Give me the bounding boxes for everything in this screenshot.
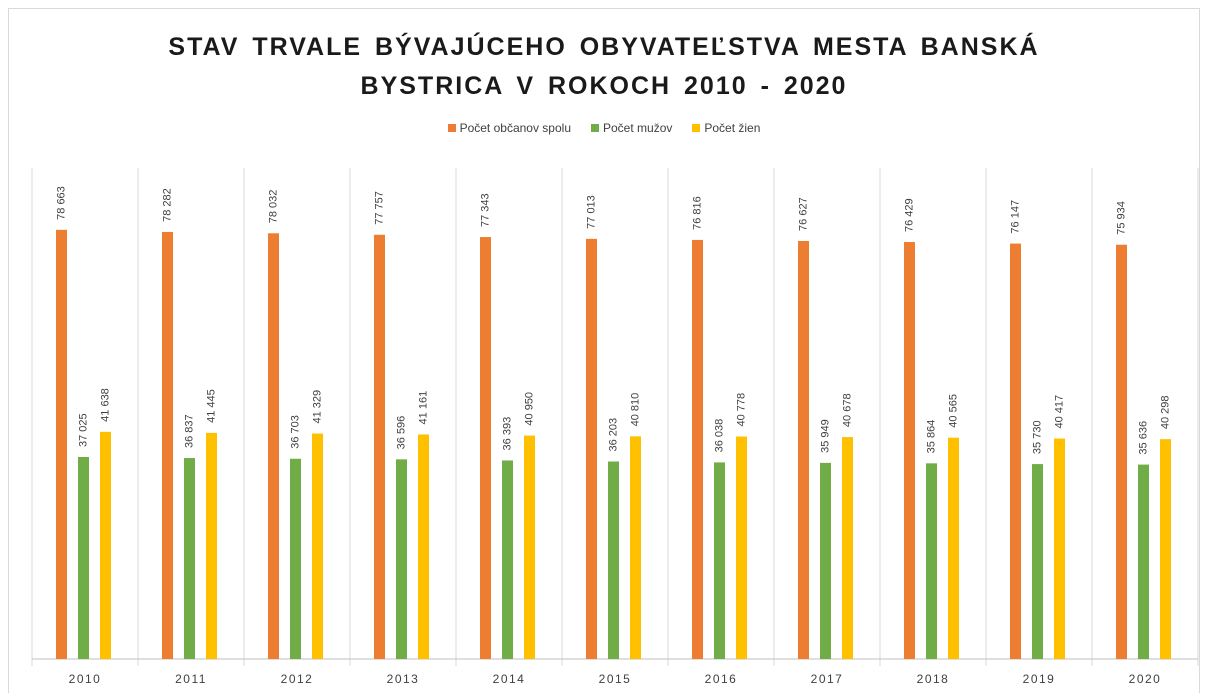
x-tick-label: 2017 <box>811 672 844 686</box>
bar <box>1010 243 1021 659</box>
data-label: 40 417 <box>1053 395 1065 429</box>
bar <box>692 239 703 660</box>
bar <box>184 458 195 659</box>
bar <box>586 238 597 659</box>
bar <box>418 434 429 659</box>
data-label: 77 343 <box>479 193 491 227</box>
data-label: 41 161 <box>417 391 429 425</box>
legend-item: Počet občanov spolu <box>447 121 571 135</box>
data-label: 76 627 <box>797 197 809 231</box>
x-tick-label: 2018 <box>917 672 950 686</box>
data-label: 76 816 <box>691 196 703 230</box>
bar <box>56 229 67 659</box>
data-label: 75 934 <box>1115 201 1127 235</box>
data-label: 35 730 <box>1031 420 1043 454</box>
x-tick-label: 2014 <box>493 672 526 686</box>
data-label: 78 032 <box>267 190 279 224</box>
data-label: 41 329 <box>311 390 323 424</box>
bar <box>798 240 809 659</box>
bar <box>162 231 173 659</box>
data-label: 36 038 <box>713 419 725 453</box>
bar <box>948 437 959 659</box>
bar <box>1032 464 1043 659</box>
data-label: 35 864 <box>925 420 937 454</box>
bar <box>842 437 853 659</box>
bar <box>396 459 407 659</box>
chart-border <box>8 8 1200 693</box>
legend-item: Počet mužov <box>591 121 672 135</box>
data-label: 41 445 <box>205 389 217 423</box>
legend-label: Počet žien <box>704 121 761 135</box>
data-label: 35 636 <box>1137 421 1149 455</box>
data-label: 36 703 <box>289 415 301 449</box>
bar <box>1160 439 1171 659</box>
data-label: 40 678 <box>841 393 853 427</box>
data-label: 76 147 <box>1009 200 1021 234</box>
bar <box>1138 464 1149 659</box>
bar <box>312 433 323 659</box>
bar <box>480 237 491 659</box>
x-tick-label: 2011 <box>175 672 207 686</box>
x-tick-label: 2020 <box>1129 672 1162 686</box>
data-label: 37 025 <box>77 413 89 447</box>
x-tick-label: 2016 <box>705 672 738 686</box>
data-label: 77 013 <box>585 195 597 229</box>
data-label: 40 778 <box>735 393 747 427</box>
bar <box>374 234 385 660</box>
bar <box>524 435 535 659</box>
bar <box>820 462 831 659</box>
legend-swatch <box>447 124 456 132</box>
bar <box>904 242 915 659</box>
data-label: 76 429 <box>903 198 915 232</box>
data-label: 40 298 <box>1159 395 1171 429</box>
data-label: 36 393 <box>501 417 513 451</box>
legend-swatch <box>692 124 701 132</box>
data-label: 36 596 <box>395 416 407 450</box>
data-label: 41 638 <box>99 388 111 422</box>
bar <box>78 457 89 659</box>
bar <box>608 461 619 659</box>
x-tick-label: 2012 <box>281 672 314 686</box>
x-tick-label: 2013 <box>387 672 420 686</box>
legend-label: Počet mužov <box>603 121 673 135</box>
x-tick-label: 2019 <box>1023 672 1056 686</box>
bar <box>502 460 513 659</box>
data-label: 36 203 <box>607 418 619 452</box>
bar <box>268 233 279 659</box>
legend-swatch <box>591 124 599 132</box>
bar <box>926 463 937 659</box>
legend: Počet občanov spolu Počet mužov Počet žien <box>0 121 1208 135</box>
x-tick-label: 2010 <box>69 672 102 686</box>
bar <box>630 436 641 659</box>
bar <box>100 431 111 659</box>
bar <box>1054 438 1065 659</box>
data-label: 78 663 <box>55 186 67 220</box>
data-label: 78 282 <box>161 188 173 222</box>
data-label: 40 950 <box>523 392 535 426</box>
bar <box>290 458 301 659</box>
legend-label: Počet občanov spolu <box>459 121 571 135</box>
data-label: 40 565 <box>947 394 959 428</box>
bar <box>206 432 217 659</box>
data-label: 77 757 <box>373 191 385 225</box>
bar <box>1116 244 1127 659</box>
legend-item: Počet žien <box>692 121 760 135</box>
bar <box>736 436 747 659</box>
data-label: 40 810 <box>629 393 641 427</box>
chart-title: STAV TRVALE BÝVAJÚCEHO OBYVATEĽSTVA MEST… <box>168 33 1040 100</box>
data-label: 36 837 <box>183 414 195 448</box>
data-label: 35 949 <box>819 419 831 453</box>
bar <box>714 462 725 659</box>
x-tick-label: 2015 <box>599 672 632 686</box>
